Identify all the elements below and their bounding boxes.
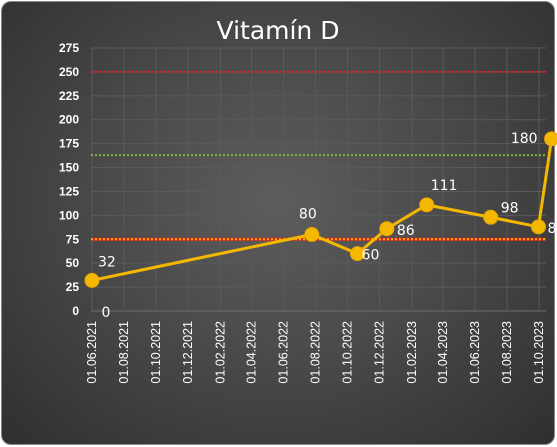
y-tick-label: 150: [59, 161, 79, 175]
data-point: [379, 221, 395, 237]
data-label: 86: [397, 223, 415, 239]
data-label: 0: [102, 305, 111, 321]
data-point: [304, 226, 320, 242]
y-tick-label: 175: [59, 137, 79, 151]
x-axis-ticks: 01.06.2021 01.08.2021 01.10.2021 01.12.2021…: [85, 321, 546, 384]
data-labels: 32 80 60 86 111 98 88 180 0: [98, 131, 557, 321]
data-point: [419, 197, 435, 213]
data-point: [530, 219, 546, 235]
y-tick-label: 0: [72, 304, 79, 318]
data-label: 98: [501, 200, 519, 216]
data-label: 111: [431, 178, 458, 194]
data-label: 60: [362, 248, 380, 264]
series-line: [91, 138, 554, 282]
y-tick-label: 225: [59, 89, 79, 103]
x-tick-label: 01.08.2021: [117, 321, 131, 384]
data-label: 180: [511, 131, 538, 147]
x-tick-label: 01.04.2022: [244, 321, 258, 384]
series-layer: [84, 131, 557, 288]
y-tick-label: 100: [59, 208, 79, 222]
x-tick-label: 01.02.2023: [405, 321, 419, 384]
data-point: [349, 246, 365, 262]
x-tick-label: 01.06.2023: [468, 321, 482, 384]
y-tick-label: 275: [59, 41, 79, 55]
x-tick-label: 01.08.2023: [500, 321, 514, 384]
x-tick-label: 01.12.2021: [181, 321, 195, 384]
x-tick-label: 01.08.2022: [309, 321, 323, 384]
y-tick-label: 50: [66, 256, 80, 270]
x-tick-label: 01.10.2023: [532, 321, 546, 384]
y-tick-label: 75: [66, 232, 80, 246]
data-label: 80: [299, 206, 317, 222]
x-tick-label: 01.12.2022: [373, 321, 387, 384]
x-tick-label: 01.04.2023: [436, 321, 450, 384]
chart-title: Vitamín D: [216, 16, 340, 45]
y-tick-label: 25: [66, 280, 80, 294]
data-point: [84, 272, 100, 288]
y-tick-label: 250: [59, 65, 79, 79]
reference-lines: [91, 70, 546, 241]
y-axis-ticks: 0 25 50 75 100 125 150 175 200 225 250 275: [59, 41, 79, 318]
x-tick-label: 01.02.2022: [214, 321, 228, 384]
y-tick-label: 200: [59, 113, 79, 127]
grid-layer: [91, 47, 546, 312]
x-tick-label: 01.10.2021: [149, 321, 163, 384]
x-tick-label: 01.10.2022: [341, 321, 355, 384]
data-label: 88: [547, 221, 557, 237]
x-tick-label: 01.06.2021: [85, 321, 99, 384]
data-point: [483, 209, 499, 225]
data-point: [544, 131, 557, 147]
x-tick-label: 01.06.2022: [276, 321, 290, 384]
y-tick-label: 125: [59, 184, 79, 198]
data-label: 32: [98, 254, 116, 270]
